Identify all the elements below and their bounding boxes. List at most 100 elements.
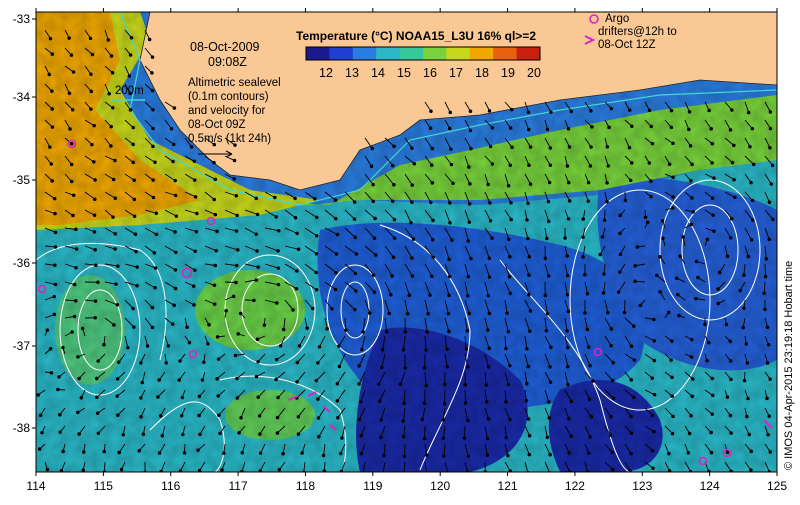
velocity-arrow-head — [713, 230, 716, 233]
velocity-arrow-head — [650, 180, 653, 183]
velocity-arrow-head — [628, 146, 631, 149]
velocity-arrow-head — [668, 452, 671, 455]
velocity-arrow-head — [591, 126, 594, 129]
velocity-arrow-head — [584, 273, 587, 276]
velocity-arrow-head — [729, 360, 732, 363]
velocity-arrow-head — [274, 196, 277, 199]
velocity-arrow-head — [232, 295, 235, 298]
velocity-arrow-head — [584, 312, 587, 315]
velocity-arrow-head — [201, 379, 204, 382]
velocity-arrow-head — [763, 292, 766, 295]
velocity-arrow-head — [154, 267, 157, 270]
velocity-arrow-head — [729, 236, 732, 239]
velocity-arrow-head — [742, 326, 745, 329]
velocity-arrow-head — [487, 366, 490, 369]
velocity-arrow-head — [159, 415, 162, 418]
velocity-arrow-head — [431, 147, 434, 150]
velocity-arrow-head — [165, 362, 168, 365]
velocity-arrow-head — [710, 431, 713, 434]
velocity-arrow-head — [140, 415, 143, 418]
colorbar-tick-label: 18 — [475, 66, 489, 80]
velocity-arrow-head — [767, 343, 770, 346]
argo-legend-line: 08-Oct 12Z — [598, 39, 656, 51]
velocity-arrow-head — [70, 180, 73, 183]
velocity-arrow-head — [672, 196, 675, 199]
velocity-arrow-head — [256, 338, 259, 341]
velocity-arrow-head — [507, 184, 510, 187]
velocity-arrow-head — [464, 402, 467, 405]
velocity-arrow-head — [221, 469, 224, 472]
velocity-arrow-head — [152, 196, 155, 199]
velocity-arrow-head — [734, 196, 737, 199]
velocity-arrow-head — [49, 146, 52, 149]
velocity-arrow-head — [731, 109, 734, 112]
velocity-arrow-head — [301, 452, 304, 455]
velocity-arrow-head — [114, 248, 117, 251]
velocity-arrow-head — [430, 201, 433, 204]
velocity-arrow-head — [466, 294, 469, 297]
velocity-arrow-head — [653, 430, 656, 433]
velocity-arrow-head — [172, 160, 175, 163]
velocity-arrow-head — [151, 56, 154, 59]
velocity-arrow-head — [179, 360, 182, 363]
velocity-arrow-head — [582, 256, 585, 259]
velocity-arrow-head — [136, 284, 139, 287]
velocity-arrow-head — [488, 276, 491, 279]
velocity-arrow-head — [491, 237, 494, 240]
velocity-arrow-head — [671, 432, 674, 435]
velocity-arrow-head — [427, 312, 430, 315]
velocity-arrow-head — [91, 143, 94, 146]
velocity-arrow-head — [372, 200, 375, 203]
velocity-arrow-head — [239, 312, 242, 315]
velocity-arrow-head — [157, 396, 160, 399]
x-tick-label: 123 — [632, 479, 652, 493]
velocity-arrow-head — [739, 289, 742, 292]
velocity-arrow-head — [196, 212, 199, 215]
velocity-arrow-head — [448, 275, 451, 278]
velocity-arrow-head — [510, 201, 513, 204]
velocity-arrow-head — [750, 469, 753, 472]
velocity-arrow-head — [505, 347, 508, 350]
velocity-arrow-head — [676, 293, 679, 296]
velocity-arrow-head — [469, 183, 472, 186]
velocity-arrow-head — [617, 291, 620, 294]
velocity-arrow-head — [432, 256, 435, 259]
velocity-arrow-head — [688, 111, 691, 114]
velocity-arrow-head — [59, 431, 62, 434]
velocity-arrow-head — [214, 213, 217, 216]
velocity-arrow-head — [633, 359, 636, 362]
velocity-arrow-head — [599, 253, 602, 256]
velocity-arrow-head — [587, 200, 590, 203]
velocity-arrow-head — [606, 182, 609, 185]
velocity-arrow-head — [255, 233, 258, 236]
velocity-arrow-head — [70, 163, 73, 166]
velocity-arrow-head — [58, 413, 61, 416]
velocity-arrow-head — [171, 323, 174, 326]
velocity-arrow-head — [682, 236, 685, 239]
velocity-arrow-head — [192, 285, 195, 288]
velocity-arrow-head — [41, 431, 44, 434]
velocity-arrow-head — [488, 110, 491, 113]
velocity-arrow-head — [659, 255, 662, 258]
velocity-arrow-head — [91, 53, 94, 56]
velocity-arrow-head — [77, 411, 80, 414]
velocity-arrow-head — [564, 237, 567, 240]
velocity-arrow-head — [278, 468, 281, 471]
velocity-arrow-head — [370, 165, 373, 168]
velocity-arrow-head — [235, 264, 238, 267]
velocity-arrow-head — [315, 379, 318, 382]
velocity-arrow-head — [587, 346, 590, 349]
velocity-arrow-head — [335, 271, 338, 274]
velocity-arrow-head — [602, 292, 605, 295]
velocity-arrow-head — [374, 254, 377, 257]
velocity-arrow-head — [688, 432, 691, 435]
x-tick-label: 117 — [229, 479, 248, 493]
velocity-arrow-head — [379, 400, 382, 403]
velocity-arrow-head — [374, 217, 377, 220]
velocity-arrow-head — [141, 381, 144, 384]
velocity-arrow-head — [51, 180, 54, 183]
velocity-arrow-head — [687, 128, 690, 131]
velocity-arrow-head — [764, 308, 767, 311]
velocity-arrow-head — [110, 125, 113, 128]
